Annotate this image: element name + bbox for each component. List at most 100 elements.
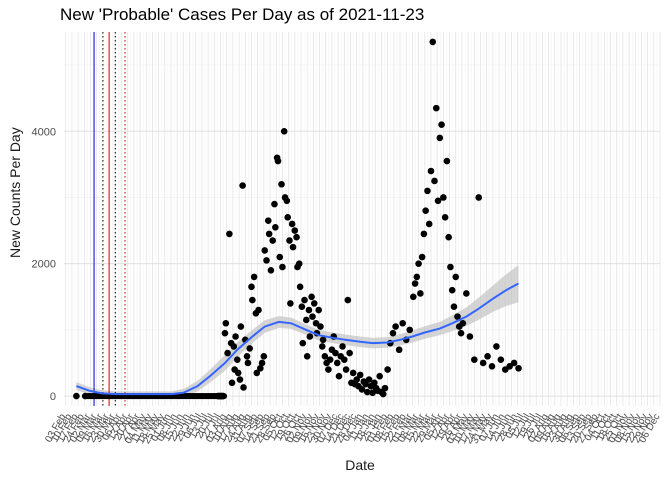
- y-axis: 0 2000 4000: [32, 126, 56, 403]
- data-point: [438, 121, 445, 128]
- data-point: [339, 343, 346, 350]
- data-point: [417, 290, 424, 297]
- data-point: [318, 343, 326, 350]
- data-point: [471, 356, 478, 363]
- data-point: [325, 366, 332, 373]
- data-point: [309, 313, 316, 320]
- data-point: [310, 300, 318, 307]
- data-point: [302, 316, 310, 324]
- data-point: [258, 359, 266, 367]
- data-point: [296, 283, 304, 291]
- data-point: [269, 237, 276, 244]
- data-point: [450, 303, 458, 311]
- data-point: [293, 233, 300, 241]
- data-point: [286, 237, 293, 244]
- data-point: [298, 303, 306, 311]
- data-point: [335, 372, 343, 380]
- data-point: [463, 290, 470, 297]
- data-point: [291, 227, 299, 234]
- data-point: [371, 379, 378, 387]
- confidence-band: [76, 265, 519, 397]
- data-point: [422, 207, 429, 215]
- data-point: [349, 369, 357, 377]
- data-point: [240, 384, 247, 391]
- data-point: [236, 376, 244, 383]
- data-point: [365, 376, 373, 383]
- data-point: [445, 233, 452, 241]
- data-point: [280, 127, 288, 135]
- data-point: [429, 38, 437, 46]
- data-point: [283, 197, 291, 205]
- data-point: [515, 364, 522, 372]
- data-point: [81, 392, 89, 400]
- y-tick-label: 2000: [32, 259, 56, 271]
- data-point: [418, 253, 426, 261]
- data-point: [261, 247, 269, 254]
- data-point: [497, 356, 505, 363]
- data-point: [488, 362, 496, 370]
- smooth-trend-line: [76, 282, 519, 396]
- data-point: [436, 134, 444, 142]
- data-point: [466, 333, 474, 340]
- data-point: [362, 380, 369, 388]
- confidence-band-layer: [76, 265, 519, 397]
- data-point: [342, 366, 350, 373]
- data-point: [271, 200, 278, 208]
- data-point: [475, 194, 483, 201]
- data-point: [431, 177, 438, 185]
- data-point: [265, 230, 273, 238]
- data-point: [306, 333, 314, 340]
- y-tick-label: 0: [50, 391, 56, 403]
- data-point: [234, 356, 241, 363]
- data-point: [303, 353, 311, 360]
- data-point: [243, 353, 251, 360]
- data-point: [341, 356, 348, 363]
- data-point: [253, 369, 261, 377]
- data-point: [319, 336, 327, 344]
- data-point: [413, 273, 421, 281]
- data-point: [510, 359, 518, 367]
- data-point: [246, 345, 253, 352]
- data-point: [415, 260, 422, 267]
- data-point: [389, 329, 397, 337]
- data-point: [434, 197, 442, 205]
- data-point: [278, 180, 285, 188]
- data-point: [226, 230, 233, 238]
- smooth-line-layer: [76, 282, 519, 396]
- data-point: [315, 306, 322, 314]
- data-point: [263, 257, 270, 264]
- data-point: [356, 371, 364, 379]
- data-point: [264, 217, 272, 224]
- data-point: [230, 343, 238, 350]
- data-point: [392, 323, 399, 330]
- data-point: [321, 353, 329, 360]
- data-point: [239, 182, 246, 189]
- data-point: [73, 392, 80, 400]
- data-point: [395, 346, 403, 354]
- data-point: [232, 333, 239, 340]
- data-point: [260, 353, 268, 360]
- data-point: [333, 359, 341, 367]
- data-point: [369, 389, 376, 397]
- data-point: [249, 296, 256, 304]
- data-point: [443, 157, 451, 165]
- data-point: [221, 329, 229, 337]
- data-point: [326, 356, 334, 363]
- data-point: [364, 388, 371, 396]
- data-point: [424, 187, 431, 195]
- data-point: [406, 326, 414, 334]
- data-point: [447, 263, 454, 271]
- data-point: [358, 386, 366, 393]
- data-point: [276, 253, 284, 261]
- data-point: [267, 267, 275, 274]
- data-point: [346, 349, 353, 357]
- data-point: [484, 353, 491, 360]
- data-point: [317, 323, 324, 330]
- data-point: [305, 306, 313, 314]
- data-point: [379, 390, 387, 398]
- data-point: [295, 260, 303, 267]
- data-point: [222, 319, 230, 327]
- data-point: [344, 296, 352, 304]
